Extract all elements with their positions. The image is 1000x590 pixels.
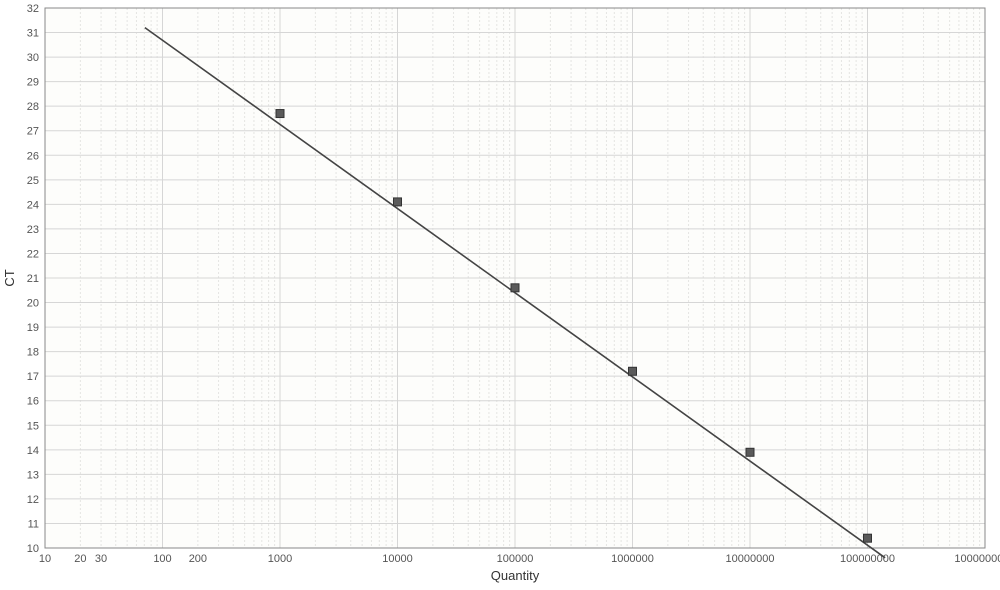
x-tick-label-minor: 200 bbox=[189, 553, 207, 565]
data-point bbox=[394, 198, 402, 206]
y-tick-label: 13 bbox=[27, 469, 39, 481]
y-tick-label: 27 bbox=[27, 126, 39, 138]
y-tick-label: 17 bbox=[27, 371, 39, 383]
y-tick-label: 14 bbox=[27, 445, 39, 457]
x-axis-label: Quantity bbox=[491, 568, 540, 583]
y-tick-label: 20 bbox=[27, 298, 39, 310]
x-tick-label: 100000 bbox=[497, 553, 534, 565]
x-tick-label: 1000000000 bbox=[954, 553, 1000, 565]
y-tick-label: 29 bbox=[27, 77, 39, 89]
y-tick-label: 15 bbox=[27, 420, 39, 432]
y-tick-label: 21 bbox=[27, 273, 39, 285]
y-tick-label: 23 bbox=[27, 224, 39, 236]
y-tick-label: 31 bbox=[27, 28, 39, 40]
x-tick-label: 10 bbox=[39, 553, 51, 565]
x-tick-label: 1000 bbox=[268, 553, 292, 565]
x-tick-label: 100000000 bbox=[840, 553, 895, 565]
x-tick-label: 100 bbox=[153, 553, 171, 565]
x-tick-label-minor: 20 bbox=[74, 553, 86, 565]
y-tick-label: 18 bbox=[27, 347, 39, 359]
y-tick-label: 10 bbox=[27, 543, 39, 555]
standard-curve-chart: 10 11 12 13 14 15 16 17 18 19 20 21 22 23 24 25 26 27 28 29… bbox=[0, 0, 1000, 590]
y-tick-label: 22 bbox=[27, 248, 39, 260]
y-tick-label: 28 bbox=[27, 101, 39, 113]
y-tick-label: 30 bbox=[27, 52, 39, 64]
x-tick-label: 1000000 bbox=[611, 553, 654, 565]
x-tick-label: 10000000 bbox=[726, 553, 775, 565]
chart-svg: 10 11 12 13 14 15 16 17 18 19 20 21 22 23 24 25 26 27 28 29… bbox=[0, 0, 1000, 590]
y-tick-label: 19 bbox=[27, 322, 39, 334]
y-tick-label: 12 bbox=[27, 494, 39, 506]
y-tick-label: 32 bbox=[27, 3, 39, 15]
data-point bbox=[746, 448, 754, 456]
data-point bbox=[864, 534, 872, 542]
y-tick-label: 26 bbox=[27, 150, 39, 162]
data-point bbox=[276, 110, 284, 118]
y-tick-label: 11 bbox=[28, 518, 39, 530]
y-tick-label: 24 bbox=[27, 199, 39, 211]
y-tick-label: 25 bbox=[27, 175, 39, 187]
x-tick-label-minor: 30 bbox=[95, 553, 107, 565]
data-point bbox=[629, 367, 637, 375]
data-point bbox=[511, 284, 519, 292]
y-tick-label: 16 bbox=[27, 396, 39, 408]
y-axis-label: CT bbox=[2, 269, 17, 286]
x-tick-label: 10000 bbox=[382, 553, 413, 565]
